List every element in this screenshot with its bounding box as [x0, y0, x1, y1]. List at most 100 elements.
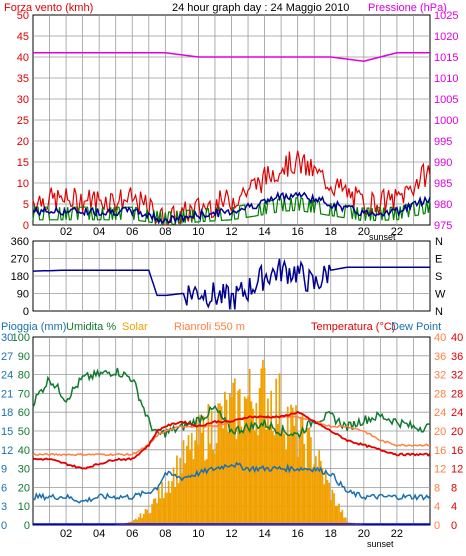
wind-tick-label: 30 — [17, 94, 29, 106]
humidity-tick-label: 30 — [18, 464, 30, 476]
wind-tick-label: 50 — [17, 10, 29, 22]
humidity-tick-label: 90 — [18, 351, 30, 363]
dewpoint-line — [32, 461, 431, 504]
rif-temp-tick-label: 28 — [434, 388, 446, 400]
rain-tick-label: 9 — [1, 464, 7, 476]
wind-tick-label: 15 — [17, 157, 29, 169]
rain-tick-label: 21 — [1, 388, 13, 400]
solar-label: Solar — [122, 321, 148, 333]
rain-tick-label: 0 — [1, 520, 7, 532]
x-tick-label: 12 — [225, 528, 237, 540]
pressure-tick-label: 1015 — [434, 52, 458, 64]
temp-tick-label: 32 — [451, 370, 463, 382]
direction-tick-label: 180 — [11, 271, 29, 283]
direction-tick-label: 360 — [11, 236, 29, 248]
rain-label: Pioggia (mm) — [1, 321, 66, 333]
temp-tick-label: 20 — [451, 426, 463, 438]
rif-temp-tick-label: 0 — [434, 520, 440, 532]
temp-tick-label: 36 — [451, 351, 463, 363]
x-tick-label: 12 — [225, 226, 237, 238]
rifugio-label: Rianroli 550 m — [174, 321, 245, 333]
x-tick-label: 04 — [93, 528, 105, 540]
direction-tick-label: 0 — [23, 306, 29, 318]
rif-temp-tick-label: 8 — [434, 482, 440, 494]
humidity-line — [32, 367, 431, 439]
x-tick-label: 20 — [358, 528, 370, 540]
x-tick-label: 18 — [325, 528, 337, 540]
temp-tick-label: 12 — [451, 464, 463, 476]
x-tick-label: 10 — [192, 226, 204, 238]
wind-series — [32, 52, 431, 226]
x-tick-label: 08 — [159, 528, 171, 540]
rif-temp-tick-label: 16 — [434, 445, 446, 457]
compass-tick-label: E — [435, 254, 442, 266]
pressure-tick-label: 1000 — [434, 115, 458, 127]
compass-tick-label: N — [435, 306, 443, 318]
rif-temp-tick-label: 36 — [434, 351, 446, 363]
rif-temp-tick-label: 24 — [434, 407, 446, 419]
wind-tick-label: 45 — [17, 31, 29, 43]
temperature-series — [32, 359, 431, 525]
direction-tick-label: 270 — [11, 254, 29, 266]
temp-tick-label: 24 — [451, 407, 463, 419]
rain-tick-label: 15 — [1, 426, 13, 438]
wind-gust-line — [32, 150, 431, 226]
direction-series — [33, 258, 430, 310]
rain-tick-label: 18 — [1, 407, 13, 419]
rain-tick-label: 12 — [1, 445, 13, 457]
pressure-tick-label: 1005 — [434, 94, 458, 106]
x-tick-label: 20 — [358, 226, 370, 238]
pressure-tick-label: 980 — [434, 199, 452, 211]
pressure-tick-label: 985 — [434, 178, 452, 190]
direction-tick-label: 90 — [17, 289, 29, 301]
pressure-tick-label: 1010 — [434, 73, 458, 85]
temperature-label: Temperatura (°C) — [311, 321, 395, 333]
pressure-tick-label: 1025 — [434, 10, 458, 22]
x-tick-label: 06 — [126, 226, 138, 238]
temp-tick-label: 40 — [451, 332, 463, 344]
wind-x-ticks: 02 04 06 08 10 12 14 16 18 20 22 — [60, 226, 403, 238]
pressure-tick-label: 1020 — [434, 31, 458, 43]
humidity-tick-label: 40 — [18, 445, 30, 457]
x-tick-label: 02 — [60, 528, 72, 540]
humidity-tick-label: 60 — [18, 407, 30, 419]
x-tick-label: 04 — [93, 226, 105, 238]
wind-label: Forza vento (kmh) — [4, 2, 93, 14]
wind-panel-grid — [33, 15, 430, 225]
humidity-tick-label: 80 — [18, 370, 30, 382]
sunset-label-top: sunset — [369, 232, 396, 242]
wind-tick-label: 25 — [17, 115, 29, 127]
wind-axis-ticks: 0 5 10 15 20 25 30 35 40 45 50 — [17, 10, 29, 232]
x-tick-label: 14 — [258, 226, 270, 238]
temperature-x-ticks: 02 04 06 08 10 12 14 16 18 20 22 — [60, 528, 403, 540]
wind-tick-label: 40 — [17, 52, 29, 64]
pressure-tick-label: 990 — [434, 157, 452, 169]
rain-tick-label: 24 — [1, 370, 13, 382]
rif-temp-tick-label: 32 — [434, 370, 446, 382]
humidity-tick-label: 20 — [18, 482, 30, 494]
temp-tick-label: 4 — [451, 501, 457, 513]
rain-tick-label: 6 — [1, 482, 7, 494]
rif-temp-tick-label: 4 — [434, 501, 440, 513]
pressure-label: Pressione (hPa) — [368, 2, 447, 14]
humidity-tick-label: 50 — [18, 426, 30, 438]
x-tick-label: 02 — [60, 226, 72, 238]
x-tick-label: 22 — [391, 528, 403, 540]
temp-tick-label: 8 — [451, 482, 457, 494]
x-tick-label: 10 — [192, 528, 204, 540]
dewpoint-label: Dew Point — [391, 321, 441, 333]
humidity-tick-label: 100 — [12, 332, 30, 344]
rain-tick-label: 3 — [1, 501, 7, 513]
pressure-tick-label: 975 — [434, 220, 452, 232]
wind-avg-line — [32, 190, 431, 225]
wind-min-line — [32, 197, 431, 226]
rain-humidity-axis-ticks: 0 3 6 9 12 15 18 21 24 27 30 0 10 20 30 40 50 60 70 80 90 100 — [1, 332, 30, 532]
rain-tick-label: 30 — [1, 332, 13, 344]
compass-tick-label: W — [435, 289, 446, 301]
x-tick-label: 22 — [391, 226, 403, 238]
x-tick-label: 16 — [292, 226, 304, 238]
pressure-tick-label: 995 — [434, 136, 452, 148]
rain-tick-label: 27 — [1, 351, 13, 363]
